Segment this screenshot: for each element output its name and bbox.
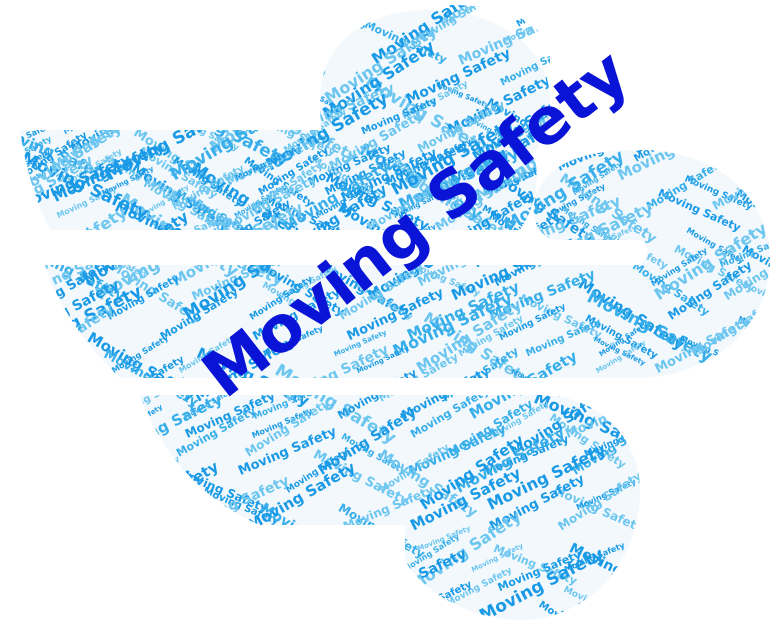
filler-word: Moving Safety bbox=[0, 11, 112, 89]
filler-word: Moving Safety bbox=[622, 521, 750, 610]
filler-word: Moving Safety bbox=[324, 586, 387, 623]
filler-word: Moving Safety bbox=[111, 504, 187, 554]
filler-word: Moving Safety bbox=[178, 617, 231, 641]
filler-word: Moving Safety bbox=[0, 5, 71, 47]
filler-word: Moving Safety bbox=[636, 449, 765, 535]
filler-word: Moving Safety bbox=[134, 6, 253, 69]
filler-word: Moving Safety bbox=[248, 549, 326, 594]
filler-word: Moving Safety bbox=[0, 52, 115, 133]
filler-word: Moving Safety bbox=[0, 28, 111, 107]
filler-word: Moving Safety bbox=[59, 28, 150, 88]
filler-word: Moving Safety bbox=[112, 454, 182, 495]
filler-word: Moving Safety bbox=[173, 520, 306, 596]
filler-word: Moving Safety bbox=[772, 168, 779, 240]
filler-word: Moving Safety bbox=[52, 16, 127, 68]
filler-word: Moving Safety bbox=[269, 563, 354, 615]
filler-word: Moving Safety bbox=[107, 544, 229, 626]
filler-word: Moving Safety bbox=[762, 305, 779, 342]
filler-word: Moving Safety bbox=[722, 360, 779, 441]
filler-word: Moving Safety bbox=[128, 10, 241, 90]
filler-word: Moving Safety bbox=[113, 579, 229, 641]
filler-word: Moving Safety bbox=[263, 522, 318, 552]
filler-word: Moving Safety bbox=[178, 559, 304, 632]
filler-word: Moving Safety bbox=[109, 544, 198, 609]
filler-word: Moving Safety bbox=[111, 464, 178, 512]
filler-word: Moving Safety bbox=[81, 0, 174, 46]
filler-word: Moving Safety bbox=[143, 20, 219, 70]
filler-word: Moving Safety bbox=[82, 49, 192, 108]
filler-word: Moving Safety bbox=[618, 609, 748, 641]
filler-word: Moving Safety bbox=[201, 541, 294, 599]
filler-word: Moving Safety bbox=[759, 90, 779, 165]
filler-word: Moving Safety bbox=[766, 313, 779, 359]
filler-word: Moving Safety bbox=[214, 50, 266, 88]
filler-word: Moving Safety bbox=[84, 226, 140, 255]
wind-shape bbox=[20, 10, 770, 620]
filler-word: Moving Safety bbox=[0, 0, 79, 30]
filler-word: Moving Safety bbox=[110, 510, 218, 575]
filler-word: Moving Safety bbox=[66, 0, 161, 30]
filler-word: Moving Safety bbox=[201, 597, 298, 641]
filler-word: Moving Safety bbox=[297, 0, 361, 29]
filler-word: Moving Safety bbox=[621, 413, 683, 452]
filler-word: Moving Safety bbox=[206, 0, 303, 69]
filler-word: Moving Safety bbox=[233, 14, 288, 46]
filler-word: Moving Safety bbox=[219, 0, 286, 30]
filler-word: Moving Safety bbox=[108, 457, 222, 534]
filler-word: Moving Safety bbox=[83, 62, 175, 122]
filler-word: Moving Safety bbox=[166, 0, 271, 47]
filler-word: Moving Safety bbox=[698, 125, 760, 164]
filler-word: Moving Safety bbox=[247, 615, 317, 641]
filler-word: Moving Safety bbox=[218, 57, 330, 138]
filler-word: Moving Safety bbox=[0, 77, 60, 122]
filler-word: Moving Safety bbox=[19, 227, 71, 265]
filler-word: Moving Safety bbox=[112, 444, 167, 477]
filler-word: Moving Safety bbox=[272, 531, 404, 610]
filler-word: Moving Safety bbox=[635, 415, 735, 479]
filler-word: Moving Safety bbox=[626, 395, 704, 441]
